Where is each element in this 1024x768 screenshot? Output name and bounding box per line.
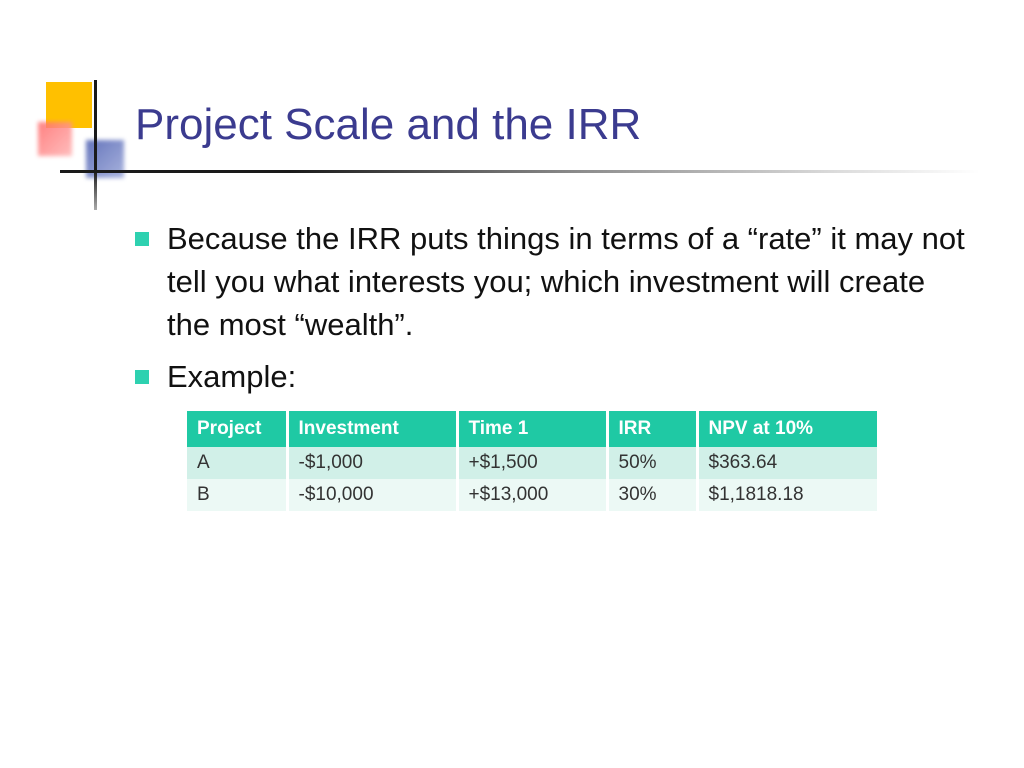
- slide-title: Project Scale and the IRR: [135, 100, 641, 150]
- bullet-icon: [135, 232, 149, 246]
- example-table: Project Investment Time 1 IRR NPV at 10%…: [187, 411, 877, 511]
- table-row: A -$1,000 +$1,500 50% $363.64: [187, 447, 877, 479]
- bullet-icon: [135, 370, 149, 384]
- table-cell: 30%: [607, 479, 697, 511]
- example-table-wrap: Project Investment Time 1 IRR NPV at 10%…: [187, 411, 975, 511]
- bullet-text: Example:: [167, 356, 296, 399]
- table-cell: -$10,000: [287, 479, 457, 511]
- bullet-item: Example:: [135, 356, 975, 399]
- table-header: Investment: [287, 411, 457, 447]
- slide-decoration: [38, 82, 118, 172]
- bullet-item: Because the IRR puts things in terms of …: [135, 218, 975, 346]
- decor-horizontal-line: [60, 170, 980, 173]
- table-row: B -$10,000 +$13,000 30% $1,1818.18: [187, 479, 877, 511]
- bullet-text: Because the IRR puts things in terms of …: [167, 218, 975, 346]
- table-header-row: Project Investment Time 1 IRR NPV at 10%: [187, 411, 877, 447]
- table-cell: $363.64: [697, 447, 877, 479]
- table-header: IRR: [607, 411, 697, 447]
- table-header: NPV at 10%: [697, 411, 877, 447]
- decor-vertical-line: [94, 80, 97, 210]
- table-cell: -$1,000: [287, 447, 457, 479]
- decor-square-red: [38, 122, 72, 156]
- table-cell: 50%: [607, 447, 697, 479]
- table-cell: $1,1818.18: [697, 479, 877, 511]
- table-header: Time 1: [457, 411, 607, 447]
- table-cell: B: [187, 479, 287, 511]
- slide-content: Because the IRR puts things in terms of …: [135, 218, 975, 511]
- table-cell: +$13,000: [457, 479, 607, 511]
- table-cell: +$1,500: [457, 447, 607, 479]
- table-cell: A: [187, 447, 287, 479]
- table-header: Project: [187, 411, 287, 447]
